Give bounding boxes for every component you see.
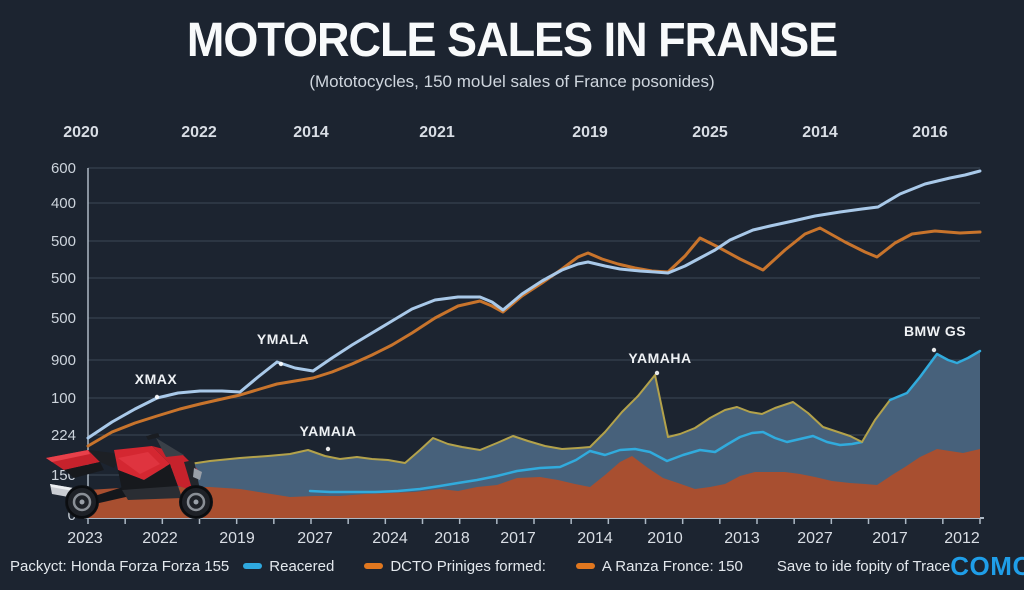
bottom-year-label: 2013: [724, 530, 760, 547]
legend-label: A Ranza Fronce: 150: [601, 557, 743, 575]
series-cyan-right-edge: [888, 349, 982, 402]
top-year-label: 2020: [63, 124, 99, 141]
series-olive-edge-line: [139, 374, 891, 474]
bottom-year-label: 2018: [434, 530, 470, 547]
chart-title: MOTORCLE SALES IN FRANSE: [186, 11, 838, 68]
legend-swatch: [243, 563, 263, 569]
bottom-year-label: 2010: [647, 530, 683, 547]
legend-item: DCTO Priniges formed:: [364, 558, 546, 575]
annotation-label: YMALA: [257, 331, 309, 347]
annotation-label: YAMAHA: [628, 350, 691, 366]
top-year-label: 2014: [293, 124, 329, 141]
annotation-label: XMAX: [135, 371, 178, 387]
y-axis-label: 600: [51, 160, 76, 177]
bottom-year-label: 2012: [944, 530, 980, 547]
legend-label: Reacered: [269, 557, 335, 575]
watermark-logo: COMCTEX: [950, 550, 1024, 581]
series-blue-line: [86, 169, 982, 440]
bottom-year-label: 2027: [797, 530, 833, 547]
bottom-year-label: 2024: [372, 530, 408, 547]
legend-swatch: [575, 563, 595, 569]
legend-items: Reacered DCTO Priniges formed: A Ranza Fro…: [243, 558, 773, 575]
y-axis-label: 500: [51, 233, 76, 250]
annotation-dot: [278, 361, 284, 367]
y-axis-label: 900: [51, 352, 76, 369]
bottom-year-label: 2014: [577, 530, 613, 547]
series-orange-line: [86, 226, 982, 448]
series-rust-area: [88, 449, 980, 518]
bottom-year-label: 2019: [219, 530, 255, 547]
top-year-label: 2022: [181, 124, 217, 141]
y-axis-label: 224: [51, 427, 76, 444]
legend-suffix-text: Save to ide fopity of Trace: [776, 557, 951, 575]
legend-swatch: [364, 563, 384, 569]
annotation-dot: [931, 347, 937, 353]
y-axis-label: 500: [51, 270, 76, 287]
top-year-label: 2021: [419, 124, 455, 141]
bottom-year-label: 2017: [872, 530, 908, 547]
bottom-year-label: 2023: [67, 530, 103, 547]
legend-prefix-text: Packyct: Honda Forza Forza 155: [10, 557, 230, 575]
legend-label: DCTO Priniges formed:: [390, 557, 546, 575]
bottom-year-label: 2017: [500, 530, 536, 547]
annotation-dot: [654, 370, 660, 376]
chart-subtitle: (Mototocycles, 150 moUel sales of France…: [309, 72, 715, 92]
annotation-label: YAMAIA: [300, 423, 357, 439]
y-axis-label: 400: [51, 195, 76, 212]
annotation-label: BMW GS: [904, 323, 966, 339]
annotation-dot: [325, 446, 331, 452]
chart-header: MOTORCLE SALES IN FRANSE (Mototocycles, …: [0, 11, 1024, 92]
top-year-label: 2019: [572, 124, 608, 141]
bottom-year-label: 2027: [297, 530, 333, 547]
top-year-label: 2014: [802, 124, 838, 141]
bottom-year-label: 2022: [142, 530, 178, 547]
top-year-label: 2016: [912, 124, 948, 141]
series-cyan-inner-line: [308, 430, 864, 494]
top-year-label: 2025: [692, 124, 728, 141]
motorcycle-image: [46, 433, 213, 519]
legend-bar: Packyct: Honda Forza Forza 155 Reacered D…: [0, 547, 1024, 585]
legend-item: Reacered: [243, 558, 334, 575]
annotation-dot: [154, 394, 160, 400]
y-axis-label: 100: [51, 390, 76, 407]
legend-item: A Ranza Fronce: 150: [575, 557, 743, 575]
y-axis-label: 500: [51, 310, 76, 327]
